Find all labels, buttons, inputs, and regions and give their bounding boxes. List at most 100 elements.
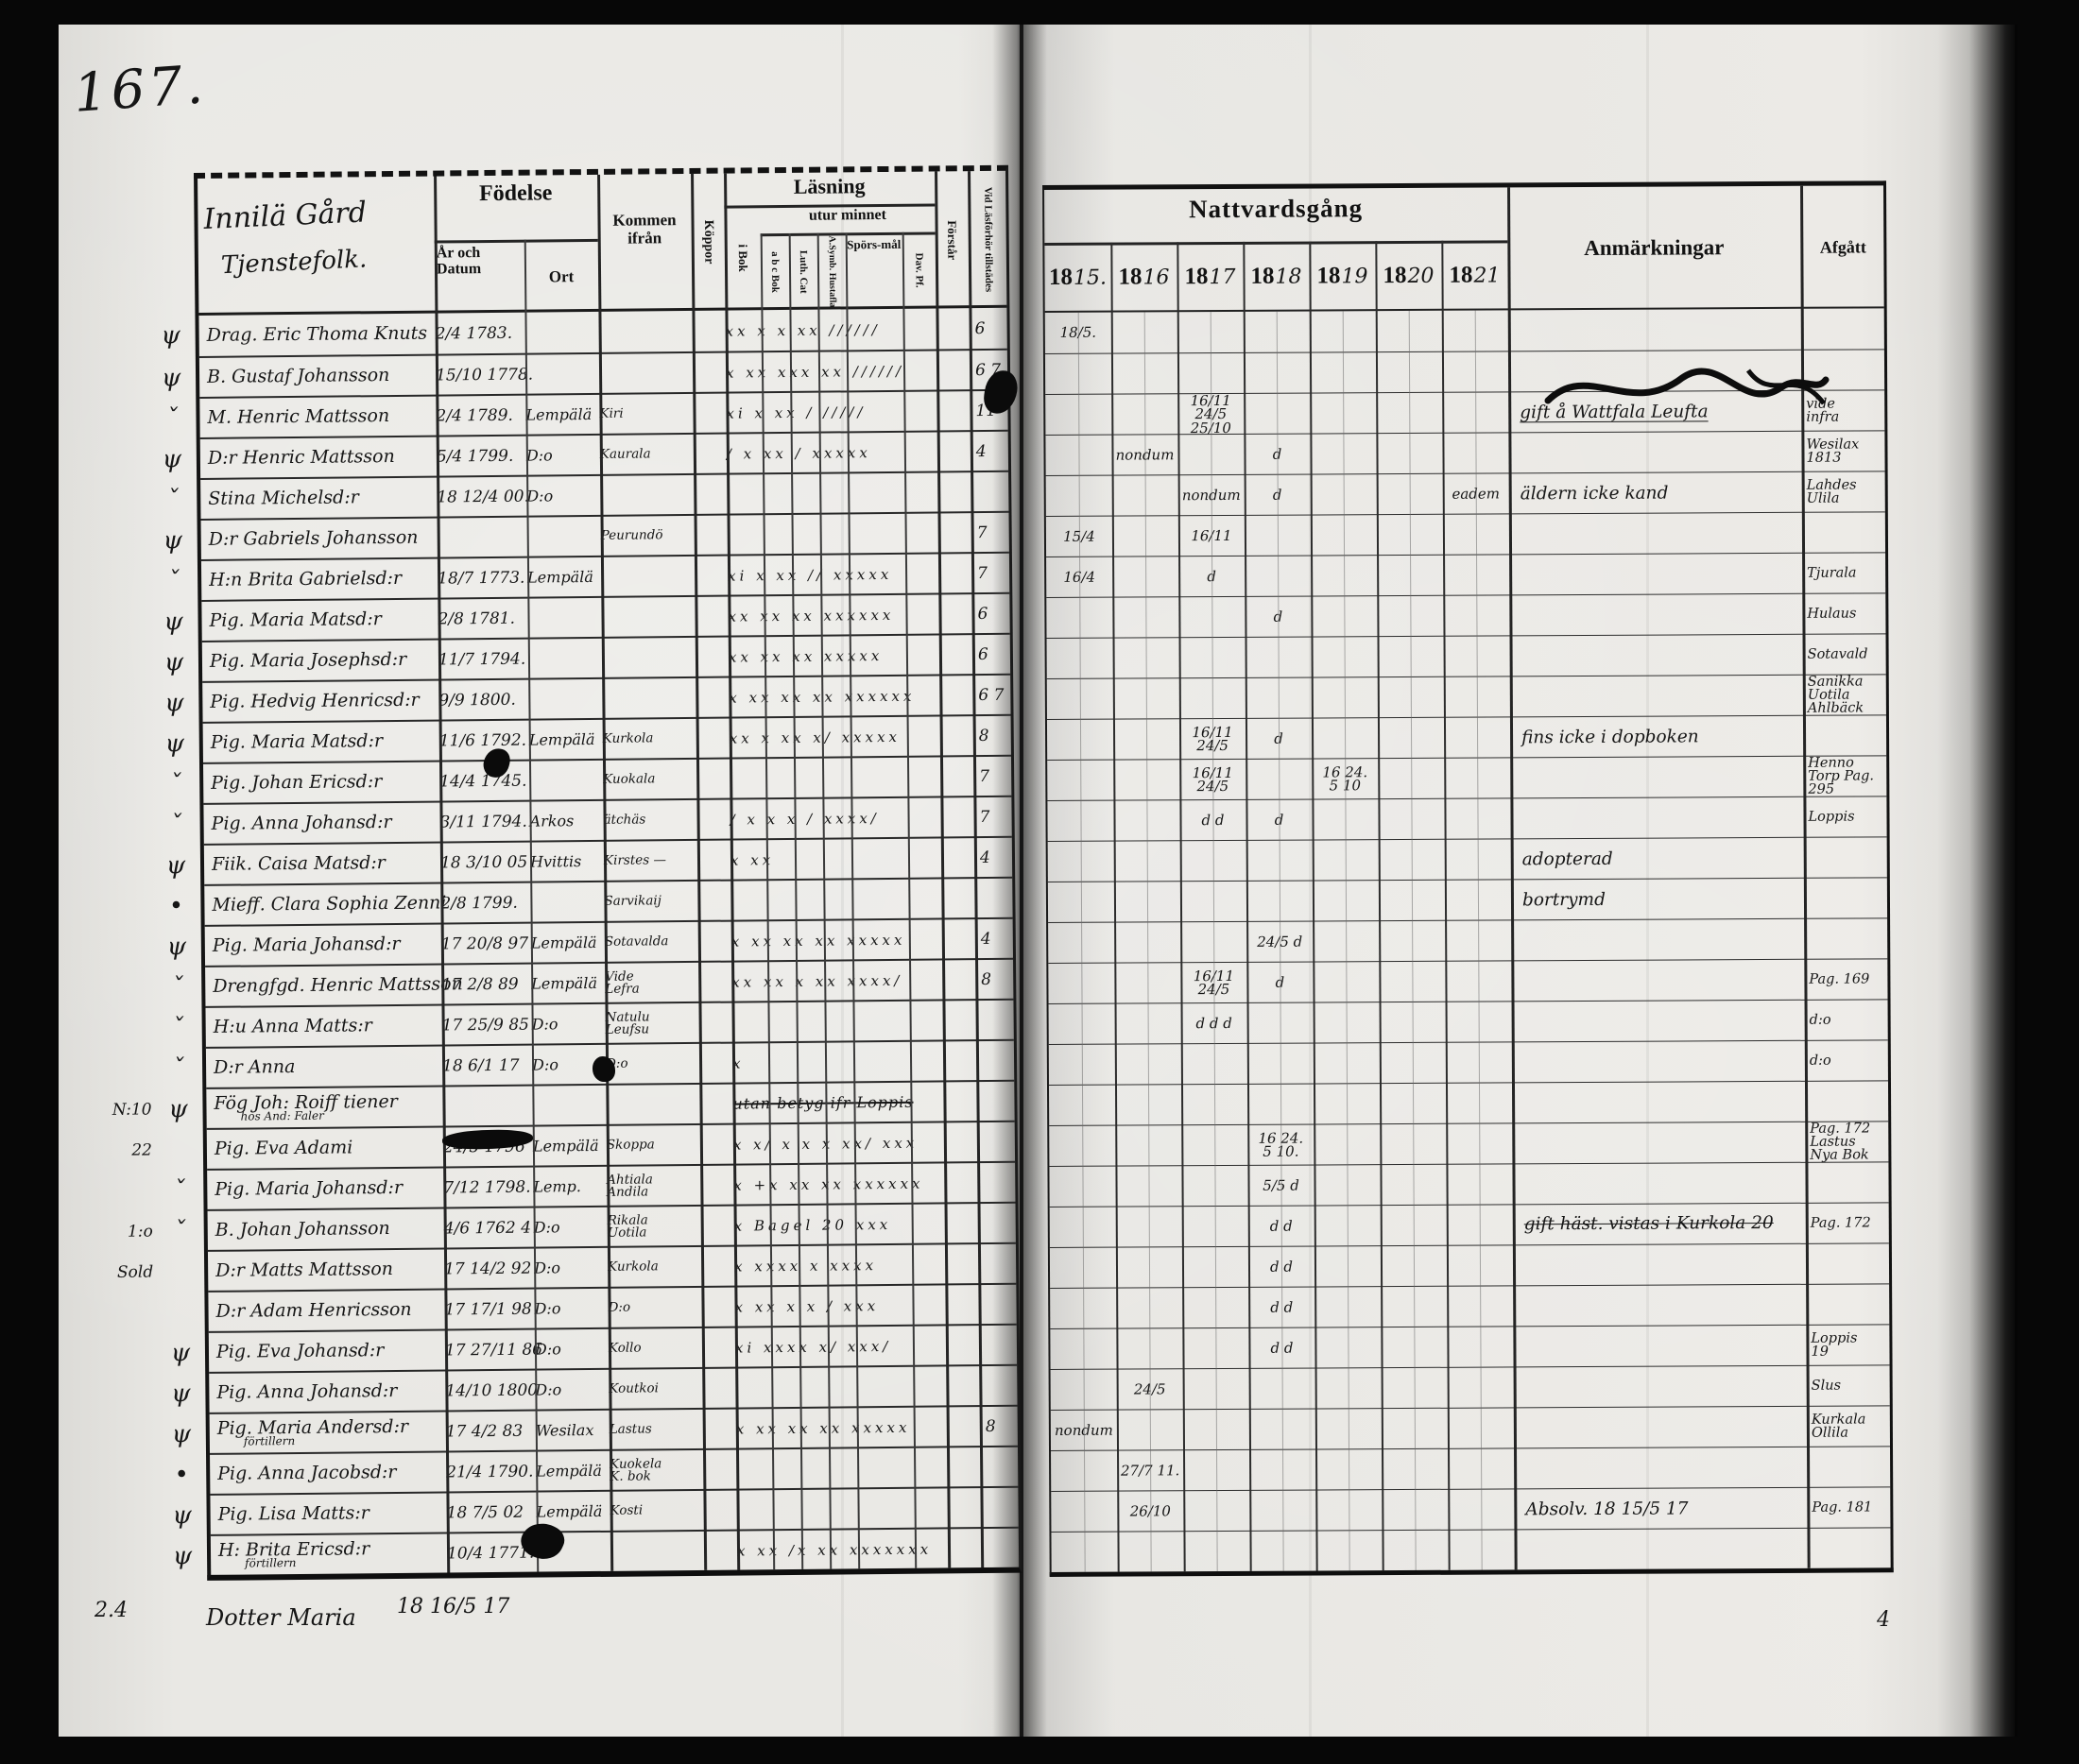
margin-cross-symbol: ψ: [161, 364, 181, 393]
smallpox-cell: [698, 963, 731, 1002]
forstar-cell: [936, 308, 969, 349]
table-row: d d gift häst. vistas i Kurkola 20 Pag. …: [1049, 1202, 1889, 1247]
remark-cell: [1510, 676, 1803, 717]
year-header-cell: 18 17: [1177, 242, 1243, 312]
forstar-cell: [940, 797, 973, 836]
birth-place-cell: [525, 354, 599, 394]
forstar-cell: [936, 391, 970, 430]
remark-cell: Absolv. 18 15/5 17: [1525, 1498, 1689, 1519]
margin-cross-symbol: ψ: [163, 608, 183, 637]
year-header-cell: 18 16: [1110, 242, 1177, 312]
birth-date-cell: 3/11 1794.: [439, 812, 527, 832]
person-name: B. Gustaf Johansson: [206, 365, 390, 388]
smallpox-cell: [695, 597, 728, 636]
person-name: D:r Adam Henricsson: [215, 1299, 412, 1323]
smallpox-cell: [693, 394, 726, 433]
origin-cell: Lastus: [609, 1421, 652, 1437]
header-hustafla: A.Symb. Hustafla: [826, 235, 838, 307]
departed-cell: Lahdes Ulila: [1806, 477, 1857, 506]
attendance-count-cell: 7: [976, 522, 988, 542]
name-cell: D:r Matts Mattsson: [208, 1250, 444, 1291]
table-row: bortrymd: [1047, 877, 1888, 922]
year-handwritten-suffix: 16: [1143, 265, 1170, 289]
forstar-cell: [941, 879, 974, 917]
birth-place-cell: D:o: [525, 446, 553, 465]
origin-cell: [606, 1085, 699, 1124]
table-row: d d Loppis 19: [1050, 1324, 1890, 1369]
table-row: 18/5.: [1045, 308, 1884, 353]
name-cell: Pig. Maria Johansd:r: [205, 925, 441, 966]
person-name: D:r Anna: [213, 1056, 296, 1079]
attendance-count-cell: [971, 472, 1008, 511]
margin-cross-symbol: ˇ: [168, 811, 182, 840]
person-name: Mieff. Clara Sophia Zenni: [212, 892, 447, 916]
person-name: H:n Brita Gabrielsd:r: [209, 568, 403, 591]
margin-cross-symbol: ψ: [162, 445, 182, 474]
year-handwritten-suffix: 15.: [1073, 265, 1108, 290]
table-row: [1051, 1527, 1891, 1572]
origin-cell: Kirstes —: [603, 852, 667, 868]
margin-note: Sold: [116, 1262, 154, 1282]
origin-cell: [598, 311, 692, 352]
birth-date-cell: 15/10 1778.: [435, 365, 534, 385]
table-row: Sotavald: [1046, 633, 1886, 678]
right-table-rows: 18/5. 16/11 24/5 25/10: [1044, 308, 1891, 1572]
person-name: Pig. Maria Josephsd:r: [209, 649, 407, 673]
forstar-cell: [945, 1285, 978, 1324]
origin-cell: D:o: [608, 1299, 631, 1315]
margin-cross-symbol: ψ: [163, 648, 184, 677]
name-cell: Pig. Maria Matsd:r: [203, 722, 439, 762]
attendance-count-cell: [977, 1163, 1015, 1202]
smallpox-cell: [698, 1003, 731, 1042]
header-kommen-ifran: Kommen ifrån: [612, 211, 677, 248]
origin-cell: Skoppa: [606, 1137, 655, 1153]
attendance-count-cell: 4: [975, 441, 987, 461]
birth-place-cell: D:o: [534, 1340, 561, 1359]
left-table-header: Innilä Gård Tjenstefolk. Födelse År och …: [198, 170, 1007, 316]
forstar-cell: [938, 594, 971, 633]
origin-cell: D:o: [605, 1055, 628, 1071]
forstar-cell: [936, 351, 970, 389]
smallpox-cell: [701, 1288, 734, 1327]
smallpox-cell: [697, 841, 730, 880]
departed-cell: [1804, 918, 1889, 958]
film-edge-right: [1937, 25, 2018, 1737]
remark-cell: adopterad: [1521, 848, 1613, 869]
origin-cell: ätchäs: [603, 812, 646, 828]
departed-cell: [1801, 308, 1886, 349]
remark-cell: äldern icke kand: [1520, 483, 1669, 504]
margin-cross-symbol: ψ: [171, 1420, 192, 1449]
person-name: Fiik. Caisa Matsd:r: [211, 852, 386, 876]
origin-cell: Kuokela K. bok: [610, 1455, 662, 1484]
year-headers: 18 15. 18 16 18 17 18 18 18 19 18 20 18 …: [1044, 240, 1507, 313]
forstar-cell: [948, 1529, 981, 1567]
table-row: 16/4 d Tjurala: [1046, 552, 1886, 597]
person-name: Drag. Eric Thoma Knuts: [206, 323, 428, 347]
departed-cell: Pag. 169: [1809, 971, 1870, 987]
name-cell: H:n Brita Gabrielsd:r: [201, 559, 438, 600]
smallpox-cell: [704, 1532, 737, 1570]
birth-place-cell: [530, 882, 604, 922]
margin-cross-symbol: •: [174, 1461, 190, 1490]
table-row: d d: [1049, 1242, 1890, 1288]
forstar-cell: [942, 919, 975, 958]
departed-cell: [1805, 1162, 1890, 1202]
origin-cell: [601, 557, 695, 596]
year-printed-prefix: 18: [1118, 264, 1143, 290]
year-header-cell: 18 15.: [1044, 243, 1110, 313]
attendance-count-cell: 4: [980, 929, 991, 949]
origin-cell: Vide Lefra: [605, 968, 640, 997]
remark-cell: [1510, 757, 1803, 798]
remark-cell: [1514, 1529, 1807, 1570]
header-luth-cat: Luth. Cat: [797, 249, 810, 294]
year-header-cell: 18 21: [1441, 240, 1507, 310]
origin-cell: [600, 475, 694, 515]
margin-cross-symbol: ψ: [172, 1501, 192, 1531]
remark-cell: [1511, 960, 1804, 1002]
table-row: 24/5 d: [1048, 917, 1889, 963]
attendance-count-cell: [979, 1326, 1017, 1364]
birth-place-cell: Hvittis: [529, 852, 582, 871]
birth-place-cell: D:o: [535, 1380, 562, 1399]
birth-date-cell: [438, 518, 527, 557]
smallpox-cell: [692, 311, 725, 351]
